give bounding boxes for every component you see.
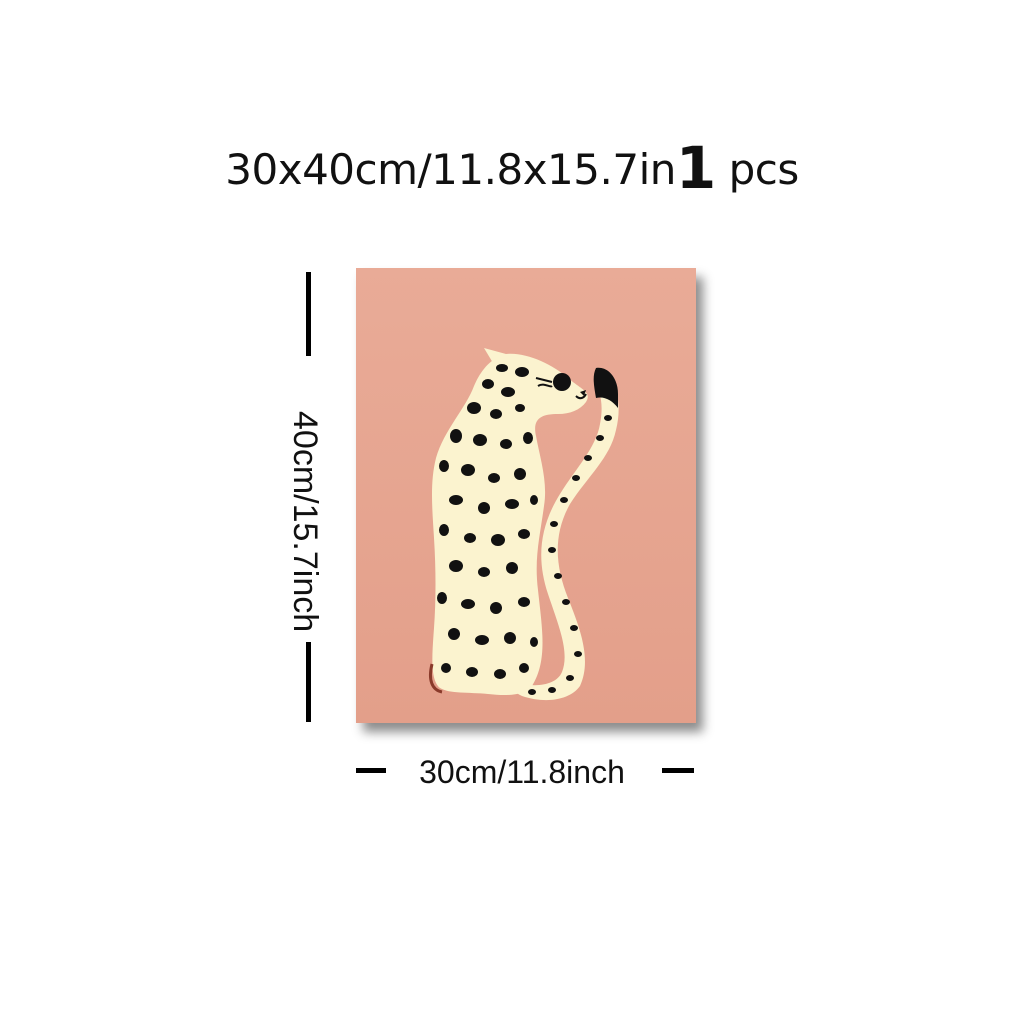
width-dimension-line-left [356, 768, 386, 773]
body-shadow [428, 663, 443, 694]
quantity-number: 1 [675, 134, 716, 202]
tail-tip [593, 367, 618, 408]
cheetah-ear [484, 348, 506, 368]
height-dimension-line-bottom [306, 642, 311, 722]
mouth-line [575, 393, 587, 400]
cheetah-spots [437, 364, 612, 695]
quantity-unit: pcs [728, 145, 800, 194]
cheetah-body [432, 353, 588, 696]
height-dimension-line-top [306, 272, 311, 356]
eye-line [537, 383, 553, 388]
nose [580, 390, 586, 396]
height-label: 40cm/15.7inch [286, 411, 324, 633]
width-label: 30cm/11.8inch [419, 754, 625, 790]
width-dimension-line-right [662, 768, 694, 773]
sunglasses-lens [553, 373, 571, 391]
cheetah-artwork [356, 268, 696, 723]
canvas-print [356, 268, 696, 723]
size-title: 30x40cm/11.8x15.7in1 pcs [0, 136, 1024, 198]
sunglasses-arm [535, 377, 553, 383]
size-label: 30x40cm/11.8x15.7in [225, 145, 676, 194]
